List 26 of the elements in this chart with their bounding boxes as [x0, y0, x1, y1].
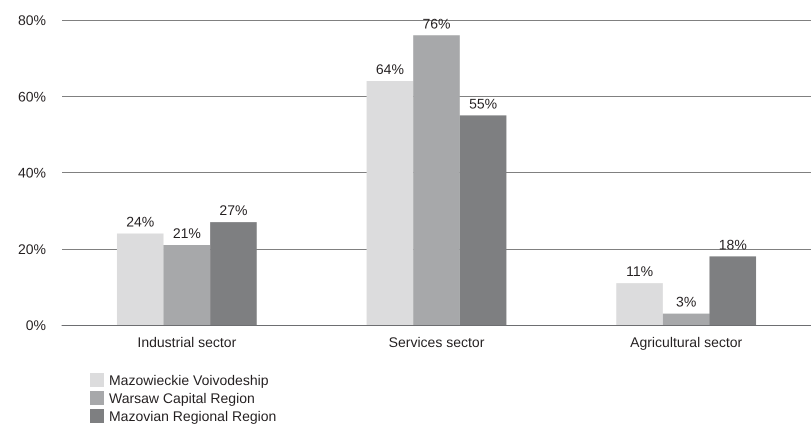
bar	[164, 244, 210, 325]
legend-label: Mazovian Regional Region	[109, 408, 276, 424]
x-tick-label: Industrial sector	[137, 334, 237, 350]
data-label: 18%	[718, 236, 747, 252]
y-tick-label: 60%	[18, 88, 46, 104]
bar	[116, 234, 164, 325]
legend-label: Warsaw Capital Region	[109, 390, 255, 406]
bar	[662, 314, 710, 325]
bar	[366, 81, 414, 325]
data-label: 27%	[219, 202, 248, 218]
x-tick-label: Services sector	[388, 334, 485, 350]
data-label: 55%	[469, 95, 498, 112]
y-tick-label: 40%	[18, 164, 46, 180]
data-label: 24%	[126, 214, 154, 230]
y-tick-label: 0%	[26, 317, 46, 333]
legend-label: Mazowieckie Voivodeship	[109, 372, 269, 388]
data-label: 64%	[376, 61, 404, 77]
data-label: 3%	[676, 294, 696, 310]
bar	[413, 35, 460, 325]
x-tick-label: Agricultural sector	[630, 334, 743, 350]
y-tick-label: 80%	[18, 12, 46, 28]
y-tick-label: 20%	[18, 240, 46, 257]
data-label: 21%	[172, 224, 201, 241]
bar	[616, 283, 663, 325]
data-label: 11%	[626, 263, 654, 280]
bar	[709, 256, 756, 325]
